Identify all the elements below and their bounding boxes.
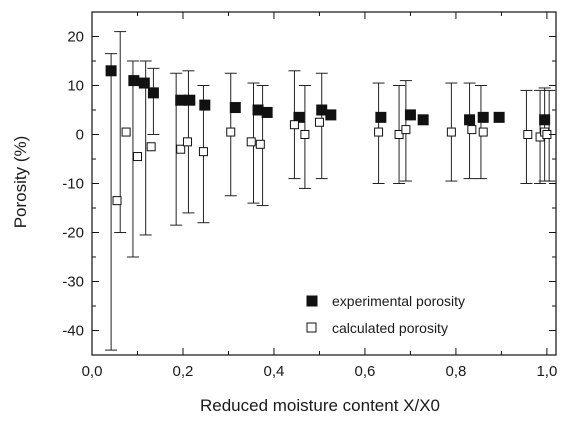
legend-marker-open: [306, 322, 317, 333]
y-tick-label: 10: [67, 78, 84, 95]
experimental-point: [229, 102, 241, 114]
experimental-point: [417, 114, 429, 126]
y-tick-label: 0: [76, 127, 84, 144]
calculated-point: [146, 142, 156, 152]
error-bars-layer: [105, 31, 556, 351]
x-axis-label: Reduced moisture content X/X0: [200, 396, 440, 415]
plot-frame: [91, 11, 557, 356]
error-bar: [147, 67, 160, 135]
markers-layer: [105, 65, 552, 206]
legend-marker-filled: [306, 295, 318, 307]
calculated-point: [255, 139, 265, 149]
calculated-point: [523, 130, 533, 139]
experimental-point: [375, 111, 387, 123]
x-tick-label: 1,0: [536, 363, 557, 380]
calculated-point: [112, 196, 122, 206]
calculated-series: [112, 117, 552, 206]
x-tick-label: 0,2: [173, 363, 194, 380]
error-bar: [126, 60, 139, 258]
y-tick-label: -40: [62, 323, 84, 340]
experimental-point: [325, 109, 337, 121]
legend-label: calculated porosity: [332, 320, 448, 336]
y-tick-label: 20: [67, 29, 84, 46]
experimental-point: [199, 99, 211, 111]
calculated-point: [478, 127, 488, 137]
y-tick-label: -30: [62, 274, 84, 291]
calculated-point: [246, 137, 256, 147]
legend-item: calculated porosity: [306, 320, 448, 336]
calculated-point: [289, 120, 299, 130]
calculated-point: [183, 137, 193, 147]
x-tick-label: 0,4: [264, 363, 285, 380]
calculated-point: [314, 117, 324, 127]
experimental-point: [477, 111, 489, 123]
experimental-point: [175, 94, 187, 106]
experimental-point: [105, 65, 117, 77]
calculated-point: [374, 127, 384, 137]
y-tick-label: -20: [62, 225, 84, 242]
y-tick-label: -10: [62, 176, 84, 193]
experimental-point: [316, 104, 328, 116]
legend-label: experimental porosity: [332, 293, 465, 309]
experimental-point: [147, 87, 159, 99]
calculated-point: [446, 127, 456, 137]
experimental-point: [184, 94, 196, 106]
x-tick-label: 0,8: [445, 363, 466, 380]
experimental-point: [404, 109, 416, 121]
calculated-point: [176, 144, 186, 154]
calculated-point: [121, 127, 131, 137]
legend-item: experimental porosity: [306, 293, 465, 309]
experimental-point: [261, 106, 273, 118]
calculated-point: [198, 147, 208, 157]
calculated-point: [467, 125, 477, 135]
experimental-point: [293, 111, 305, 123]
legend: experimental porosity calculated porosity: [306, 293, 465, 336]
error-bar: [139, 60, 152, 236]
x-tick-label: 0,6: [355, 363, 376, 380]
error-bar: [105, 53, 118, 351]
x-tick-label: 0,0: [82, 363, 103, 380]
calculated-point: [394, 130, 404, 139]
calculated-point: [226, 127, 236, 137]
calculated-point: [401, 125, 411, 135]
y-axis-label: Porosity (%): [11, 136, 30, 229]
calculated-point: [132, 152, 142, 162]
experimental-point: [128, 75, 140, 87]
experimental-point: [252, 104, 264, 116]
experimental-point: [539, 114, 551, 126]
calculated-point: [300, 130, 310, 139]
axes-layer: 0,0 0,2 0,4 0,6 0,8 1,0 -40 -30 -20 -10 0 10 20: [62, 11, 557, 380]
experimental-series: [105, 65, 551, 126]
experimental-point: [138, 77, 150, 89]
experimental-point: [464, 114, 476, 126]
experimental-point: [493, 111, 505, 123]
